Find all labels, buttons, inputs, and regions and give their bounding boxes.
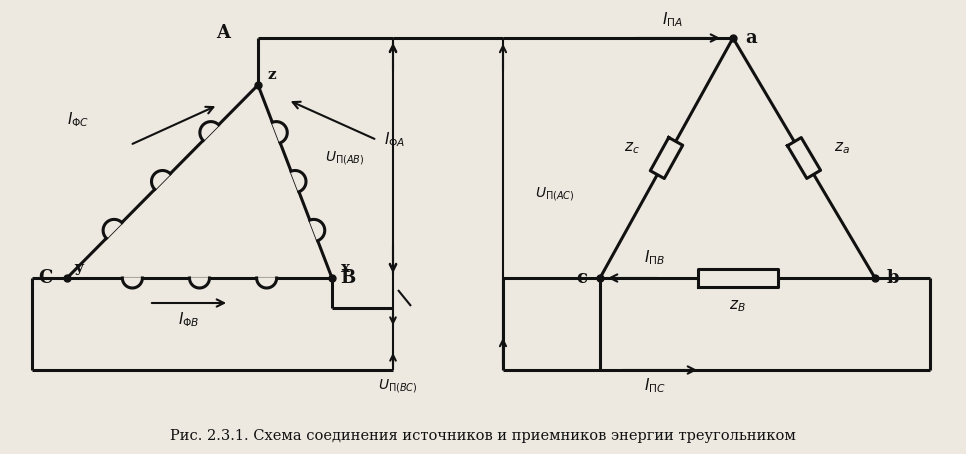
Text: $U_{\Pi(BC)}$: $U_{\Pi(BC)}$	[379, 377, 418, 395]
Text: $U_{\Pi(AB)}$: $U_{\Pi(AB)}$	[326, 149, 365, 167]
Polygon shape	[152, 171, 170, 189]
Text: B: B	[340, 269, 355, 287]
Text: $z_c$: $z_c$	[624, 140, 639, 156]
Text: $I_{\Pi C}$: $I_{\Pi C}$	[644, 377, 666, 395]
Polygon shape	[123, 278, 142, 288]
Polygon shape	[272, 122, 287, 143]
Text: a: a	[745, 29, 756, 47]
Text: $I_{\Pi B}$: $I_{\Pi B}$	[644, 249, 666, 267]
Text: b: b	[887, 269, 899, 287]
Text: $I_{\Phi A}$: $I_{\Phi A}$	[384, 131, 406, 149]
Polygon shape	[189, 278, 210, 288]
Polygon shape	[200, 122, 218, 140]
Text: $U_{\Pi(AC)}$: $U_{\Pi(AC)}$	[535, 185, 575, 203]
Text: $I_{\Pi A}$: $I_{\Pi A}$	[663, 10, 684, 30]
Polygon shape	[787, 138, 820, 178]
Text: $I_{\Phi B}$: $I_{\Phi B}$	[179, 311, 200, 329]
Text: y: y	[74, 261, 83, 275]
Text: x: x	[341, 261, 351, 275]
Text: z: z	[268, 68, 276, 82]
Text: c: c	[577, 269, 587, 287]
Polygon shape	[291, 171, 306, 192]
Polygon shape	[257, 278, 276, 288]
Text: A: A	[216, 24, 230, 42]
Polygon shape	[103, 219, 122, 238]
Text: C: C	[38, 269, 52, 287]
Polygon shape	[650, 138, 683, 178]
Text: $I_{\Phi C}$: $I_{\Phi C}$	[67, 111, 89, 129]
Text: $z_a$: $z_a$	[834, 140, 850, 156]
Text: Рис. 2.3.1. Схема соединения источников и приемников энергии треугольником: Рис. 2.3.1. Схема соединения источников …	[170, 429, 796, 443]
Polygon shape	[697, 269, 778, 287]
Polygon shape	[310, 219, 325, 241]
Text: $z_B$: $z_B$	[729, 298, 746, 314]
